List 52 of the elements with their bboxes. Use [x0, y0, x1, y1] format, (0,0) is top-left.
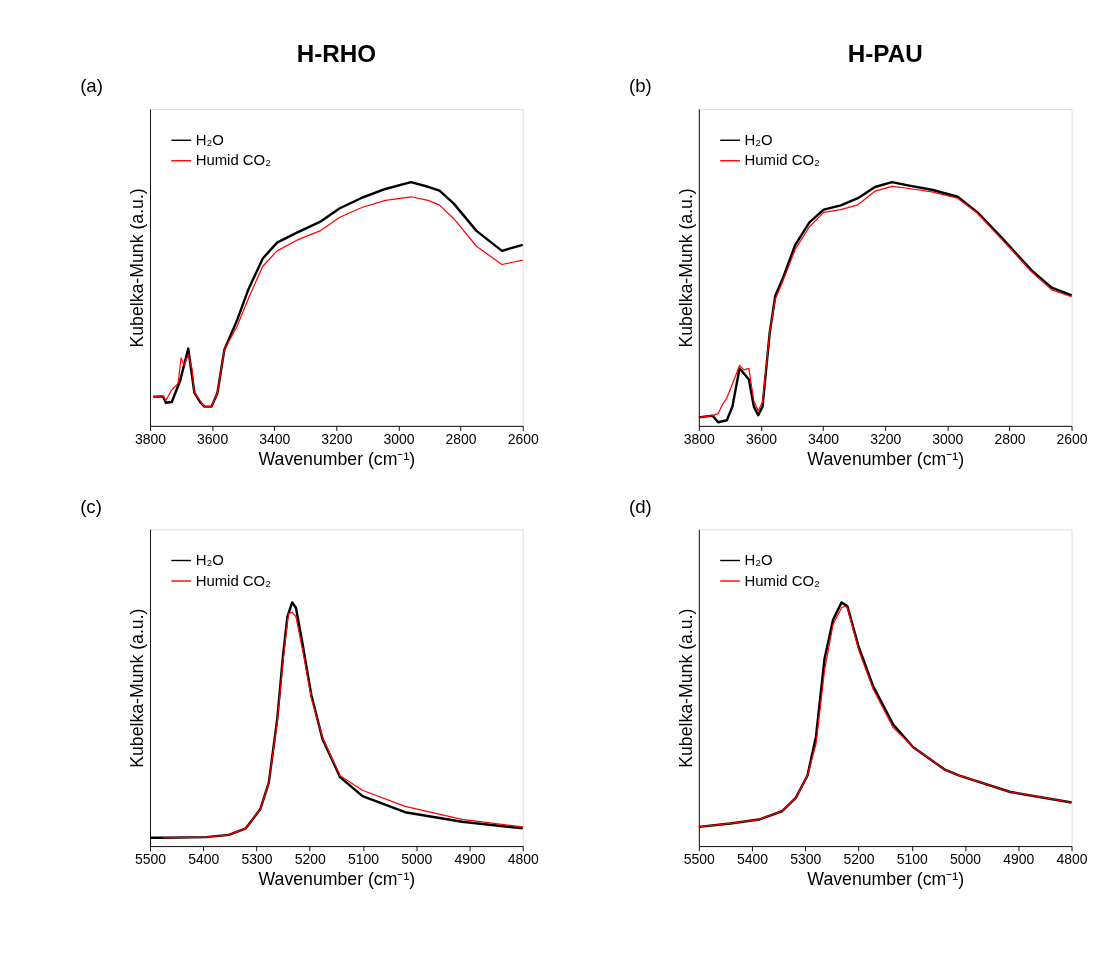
x-tick-label: 3200 [321, 431, 353, 448]
legend-label: Humid CO₂ [744, 572, 821, 589]
y-axis-title: Kubelka-Munk (a.u.) [675, 188, 696, 348]
x-tick-label: 5200 [294, 851, 326, 868]
x-tick-label: 5300 [241, 851, 273, 868]
x-tick-label: 3800 [683, 431, 716, 448]
x-tick-label: 3400 [808, 431, 840, 448]
x-tick-label: 3200 [870, 431, 902, 448]
x-tick-label: 4800 [507, 851, 539, 868]
x-tick-label: 3600 [197, 431, 229, 448]
x-tick-label: 5400 [188, 851, 220, 868]
x-tick-label: 3000 [932, 431, 964, 448]
x-tick-label: 3600 [745, 431, 778, 448]
x-tick-label: 2600 [507, 431, 539, 448]
x-tick-label: 3000 [383, 431, 415, 448]
text: (d) [628, 495, 652, 517]
x-axis-title: Wavenumber (cm⁻¹) [258, 448, 416, 469]
legend-label: Humid CO₂ [195, 152, 272, 169]
x-tick-label: 2600 [1056, 431, 1088, 448]
y-axis-title: Kubelka-Munk (a.u.) [127, 608, 148, 768]
x-tick-label: 2800 [445, 431, 477, 448]
legend-label: Humid CO₂ [744, 152, 821, 169]
x-axis-title: Wavenumber (cm⁻¹) [807, 868, 965, 889]
legend-label: H₂O [744, 131, 773, 148]
x-tick-label: 4800 [1056, 851, 1088, 868]
text: (b) [628, 75, 652, 97]
x-tick-label: 3400 [259, 431, 291, 448]
x-tick-label: 4900 [454, 851, 486, 868]
x-tick-label: 5400 [737, 851, 769, 868]
x-tick-label: 4900 [1003, 851, 1035, 868]
legend-label: H₂O [195, 552, 224, 569]
x-tick-label: 3800 [134, 431, 167, 448]
x-tick-label: 5100 [896, 851, 929, 868]
text: (c) [80, 495, 102, 517]
x-tick-label: 5300 [790, 851, 822, 868]
x-tick-label: 5100 [347, 851, 380, 868]
x-tick-label: 5200 [843, 851, 875, 868]
x-tick-label: 5000 [950, 851, 982, 868]
text: (a) [80, 75, 103, 97]
x-axis-title: Wavenumber (cm⁻¹) [807, 448, 965, 469]
chart-title: H-RHO [296, 39, 377, 67]
y-axis-title: Kubelka-Munk (a.u.) [675, 608, 696, 768]
x-tick-label: 5500 [683, 851, 716, 868]
legend-label: H₂O [195, 131, 224, 148]
legend-label: Humid CO₂ [195, 572, 272, 589]
x-axis-title: Wavenumber (cm⁻¹) [258, 868, 416, 889]
x-tick-label: 2800 [994, 431, 1026, 448]
x-tick-label: 5000 [401, 851, 433, 868]
y-axis-title: Kubelka-Munk (a.u.) [127, 188, 148, 348]
legend-label: H₂O [744, 552, 773, 569]
chart-title: H-PAU [847, 39, 923, 67]
x-tick-label: 5500 [134, 851, 167, 868]
